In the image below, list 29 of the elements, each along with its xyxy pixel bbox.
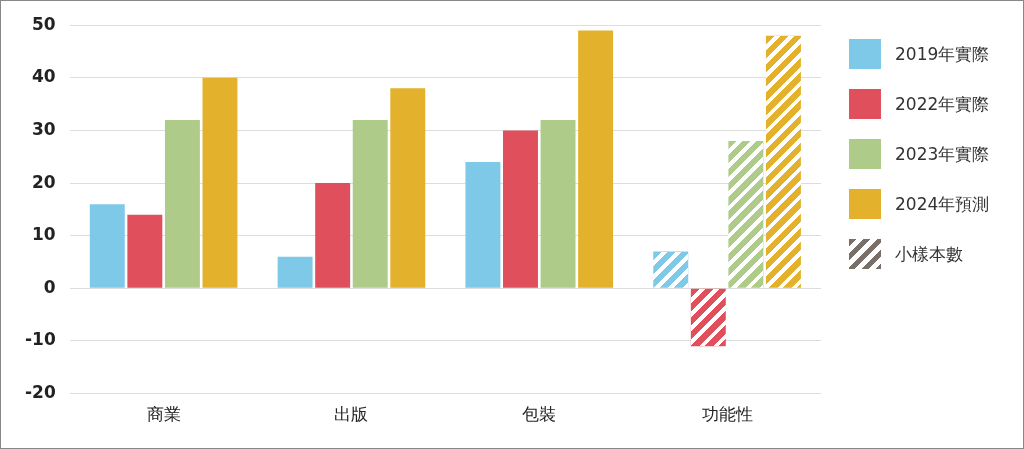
bar bbox=[578, 30, 614, 288]
y-tick-label: 10 bbox=[32, 224, 56, 245]
bar bbox=[164, 119, 200, 288]
y-tick-label: -10 bbox=[24, 329, 56, 350]
bar bbox=[390, 88, 426, 288]
x-tick-label: 商業 bbox=[146, 404, 181, 425]
x-tick-label: 出版 bbox=[334, 404, 369, 425]
legend-label: 2024年預測 bbox=[895, 192, 990, 216]
bar bbox=[202, 77, 238, 288]
bar bbox=[89, 204, 125, 288]
bar bbox=[503, 130, 538, 288]
y-tick-label: 0 bbox=[43, 276, 56, 297]
legend-label: 2022年實際 bbox=[895, 92, 990, 116]
y-tick-label: 20 bbox=[32, 171, 56, 192]
bar bbox=[315, 183, 351, 288]
bar bbox=[277, 256, 313, 288]
y-tick-label: 40 bbox=[32, 66, 56, 87]
bar bbox=[465, 162, 501, 288]
y-tick-label: 30 bbox=[32, 118, 56, 139]
text: 小樣本數 bbox=[895, 242, 963, 266]
y-tick-label: -20 bbox=[24, 382, 56, 403]
legend-label: 2023年實際 bbox=[895, 142, 990, 166]
bar bbox=[352, 119, 388, 288]
bar bbox=[127, 214, 163, 288]
legend-label: 2019年實際 bbox=[895, 42, 990, 66]
x-tick-label: 包裝 bbox=[522, 404, 557, 425]
bar bbox=[540, 119, 576, 288]
y-tick-label: 50 bbox=[32, 13, 56, 34]
x-tick-label: 功能性 bbox=[701, 404, 753, 425]
